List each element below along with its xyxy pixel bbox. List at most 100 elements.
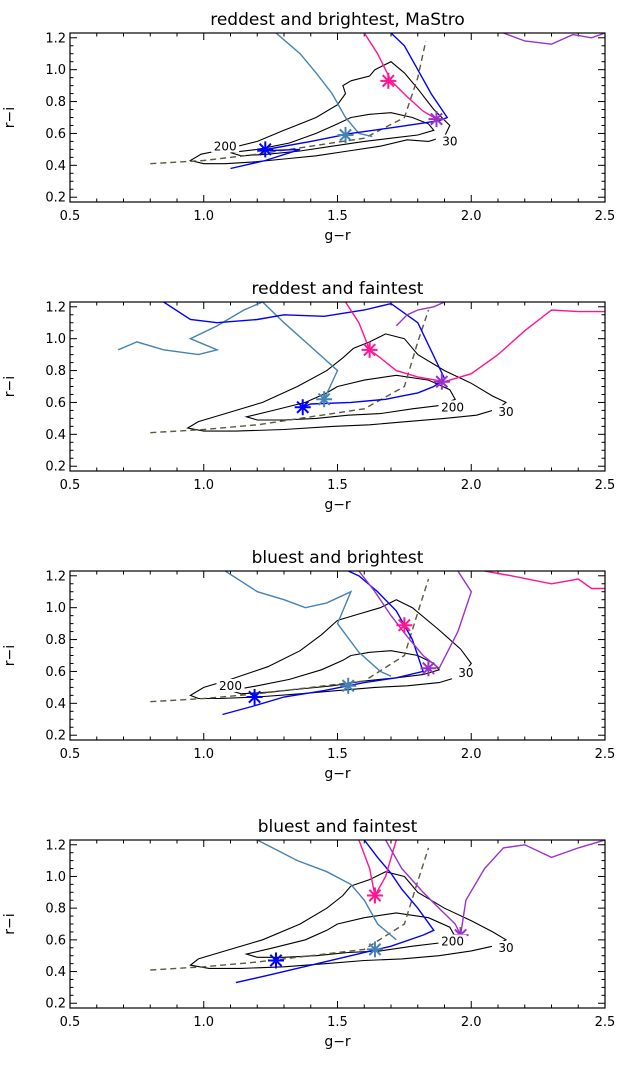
panel-2: reddest and faintest g−r r−i 0.5 1.0 1.5 2.0 2.…: [2, 279, 615, 513]
y-axis-label: r−i: [2, 107, 18, 128]
y-tick-label: 0.4: [45, 428, 66, 443]
contour-label-bg: [451, 666, 480, 680]
data-marker: [420, 660, 437, 677]
x-axis-label: g−r: [324, 766, 351, 782]
data-marker: [433, 373, 450, 390]
y-tick-label: 1.2: [45, 300, 66, 315]
track-line: [235, 840, 435, 984]
y-axis-label: r−i: [2, 645, 18, 666]
y-tick-label: 1.2: [45, 569, 66, 584]
marker-stroke: [363, 343, 376, 357]
x-tick-label: 1.5: [327, 478, 348, 493]
contour-200: [244, 912, 456, 958]
x-tick-label: 0.5: [60, 747, 81, 762]
contour-label-bg: [492, 940, 521, 954]
data-marker: [257, 141, 274, 158]
marker-stroke: [339, 128, 352, 142]
y-tick-label: 1.0: [45, 601, 66, 616]
y-tick-label: 0.4: [45, 697, 66, 712]
plot-frame: [69, 570, 606, 741]
marker-stroke: [398, 618, 411, 632]
plot-frame: [69, 839, 606, 1009]
chart-title: reddest and faintest: [252, 279, 424, 299]
x-axis-label: g−r: [324, 497, 351, 513]
x-tick-label: 2.5: [595, 209, 616, 224]
y-tick-label: 0.6: [45, 933, 66, 948]
data-marker: [396, 617, 413, 634]
contour-label: 200: [441, 935, 464, 949]
chart-title: reddest and brightest, MaStro: [210, 10, 465, 30]
plot-frame: [69, 301, 606, 472]
marker-stroke: [381, 74, 395, 88]
track-line: [163, 302, 446, 408]
marker-stroke: [422, 661, 435, 675]
track-line: [224, 571, 392, 677]
contour-30: [188, 61, 451, 165]
contour-label: 200: [219, 679, 242, 693]
dashed-locus: [150, 847, 430, 971]
x-tick-label: 2.0: [461, 747, 482, 762]
contour-30: [189, 599, 473, 700]
marker-stroke: [269, 954, 283, 967]
x-tick-label: 2.5: [595, 1015, 616, 1030]
y-axis-label: r−i: [2, 376, 18, 397]
plot-area: [150, 33, 605, 170]
contour-label-bg: [492, 405, 521, 419]
contour-label: 30: [442, 135, 457, 149]
contour-200: [230, 112, 435, 157]
data-marker: [267, 952, 284, 969]
contour-label: 200: [214, 139, 237, 153]
contour-label: 30: [458, 666, 473, 680]
x-tick-label: 2.0: [461, 209, 482, 224]
x-tick-label: 0.5: [60, 1015, 81, 1030]
y-tick-label: 0.8: [45, 902, 66, 917]
contour-label: 30: [498, 405, 513, 419]
panel-4: bluest and faintest g−r r−i 0.5 1.0 1.5 2.0 2.5…: [2, 817, 615, 1050]
y-tick-label: 0.8: [45, 95, 66, 110]
y-tick-label: 0.6: [45, 665, 66, 680]
x-tick-label: 2.5: [595, 478, 616, 493]
data-marker: [361, 341, 378, 358]
contour-label: 200: [441, 400, 464, 414]
x-tick-label: 2.5: [595, 747, 616, 762]
marker-stroke: [368, 889, 382, 902]
y-tick-label: 0.6: [45, 127, 66, 142]
marker-stroke: [296, 400, 310, 414]
y-tick-label: 1.0: [45, 870, 66, 885]
y-tick-label: 1.2: [45, 838, 66, 853]
marker-stroke: [248, 690, 261, 704]
contour-label-bg: [438, 934, 467, 948]
data-marker: [380, 72, 397, 89]
contour-label-bg: [211, 139, 240, 153]
x-tick-label: 0.5: [60, 209, 81, 224]
x-tick-label: 2.0: [461, 478, 482, 493]
data-marker: [428, 111, 445, 128]
track-line: [275, 33, 373, 138]
data-marker: [366, 941, 383, 958]
y-tick-label: 0.8: [45, 364, 66, 379]
y-tick-label: 0.2: [45, 460, 66, 475]
track-line: [230, 33, 449, 170]
x-tick-label: 1.5: [327, 1015, 348, 1030]
contour-30: [189, 871, 508, 969]
x-tick-label: 1.0: [193, 209, 214, 224]
plot-area: [117, 302, 605, 434]
x-axis-label: g−r: [324, 228, 351, 244]
data-marker: [340, 677, 357, 694]
y-tick-label: 1.0: [45, 332, 66, 347]
panel-1: reddest and brightest, MaStro g−r r−i 0.5 1.…: [2, 10, 615, 244]
data-marker: [246, 688, 263, 705]
chart-title: bluest and brightest: [252, 548, 424, 568]
panel-3: bluest and brightest g−r r−i 0.5 1.0 1.5 2.0 2.…: [2, 548, 615, 782]
plot-area: [150, 571, 605, 716]
y-tick-label: 0.2: [45, 729, 66, 744]
marker-stroke: [430, 112, 443, 126]
y-tick-label: 0.4: [45, 159, 66, 174]
data-marker: [366, 887, 383, 904]
marker-stroke: [317, 392, 331, 406]
y-tick-label: 0.2: [45, 997, 66, 1012]
x-tick-label: 1.0: [193, 478, 214, 493]
marker-stroke: [258, 143, 272, 156]
contour-200: [244, 374, 456, 421]
